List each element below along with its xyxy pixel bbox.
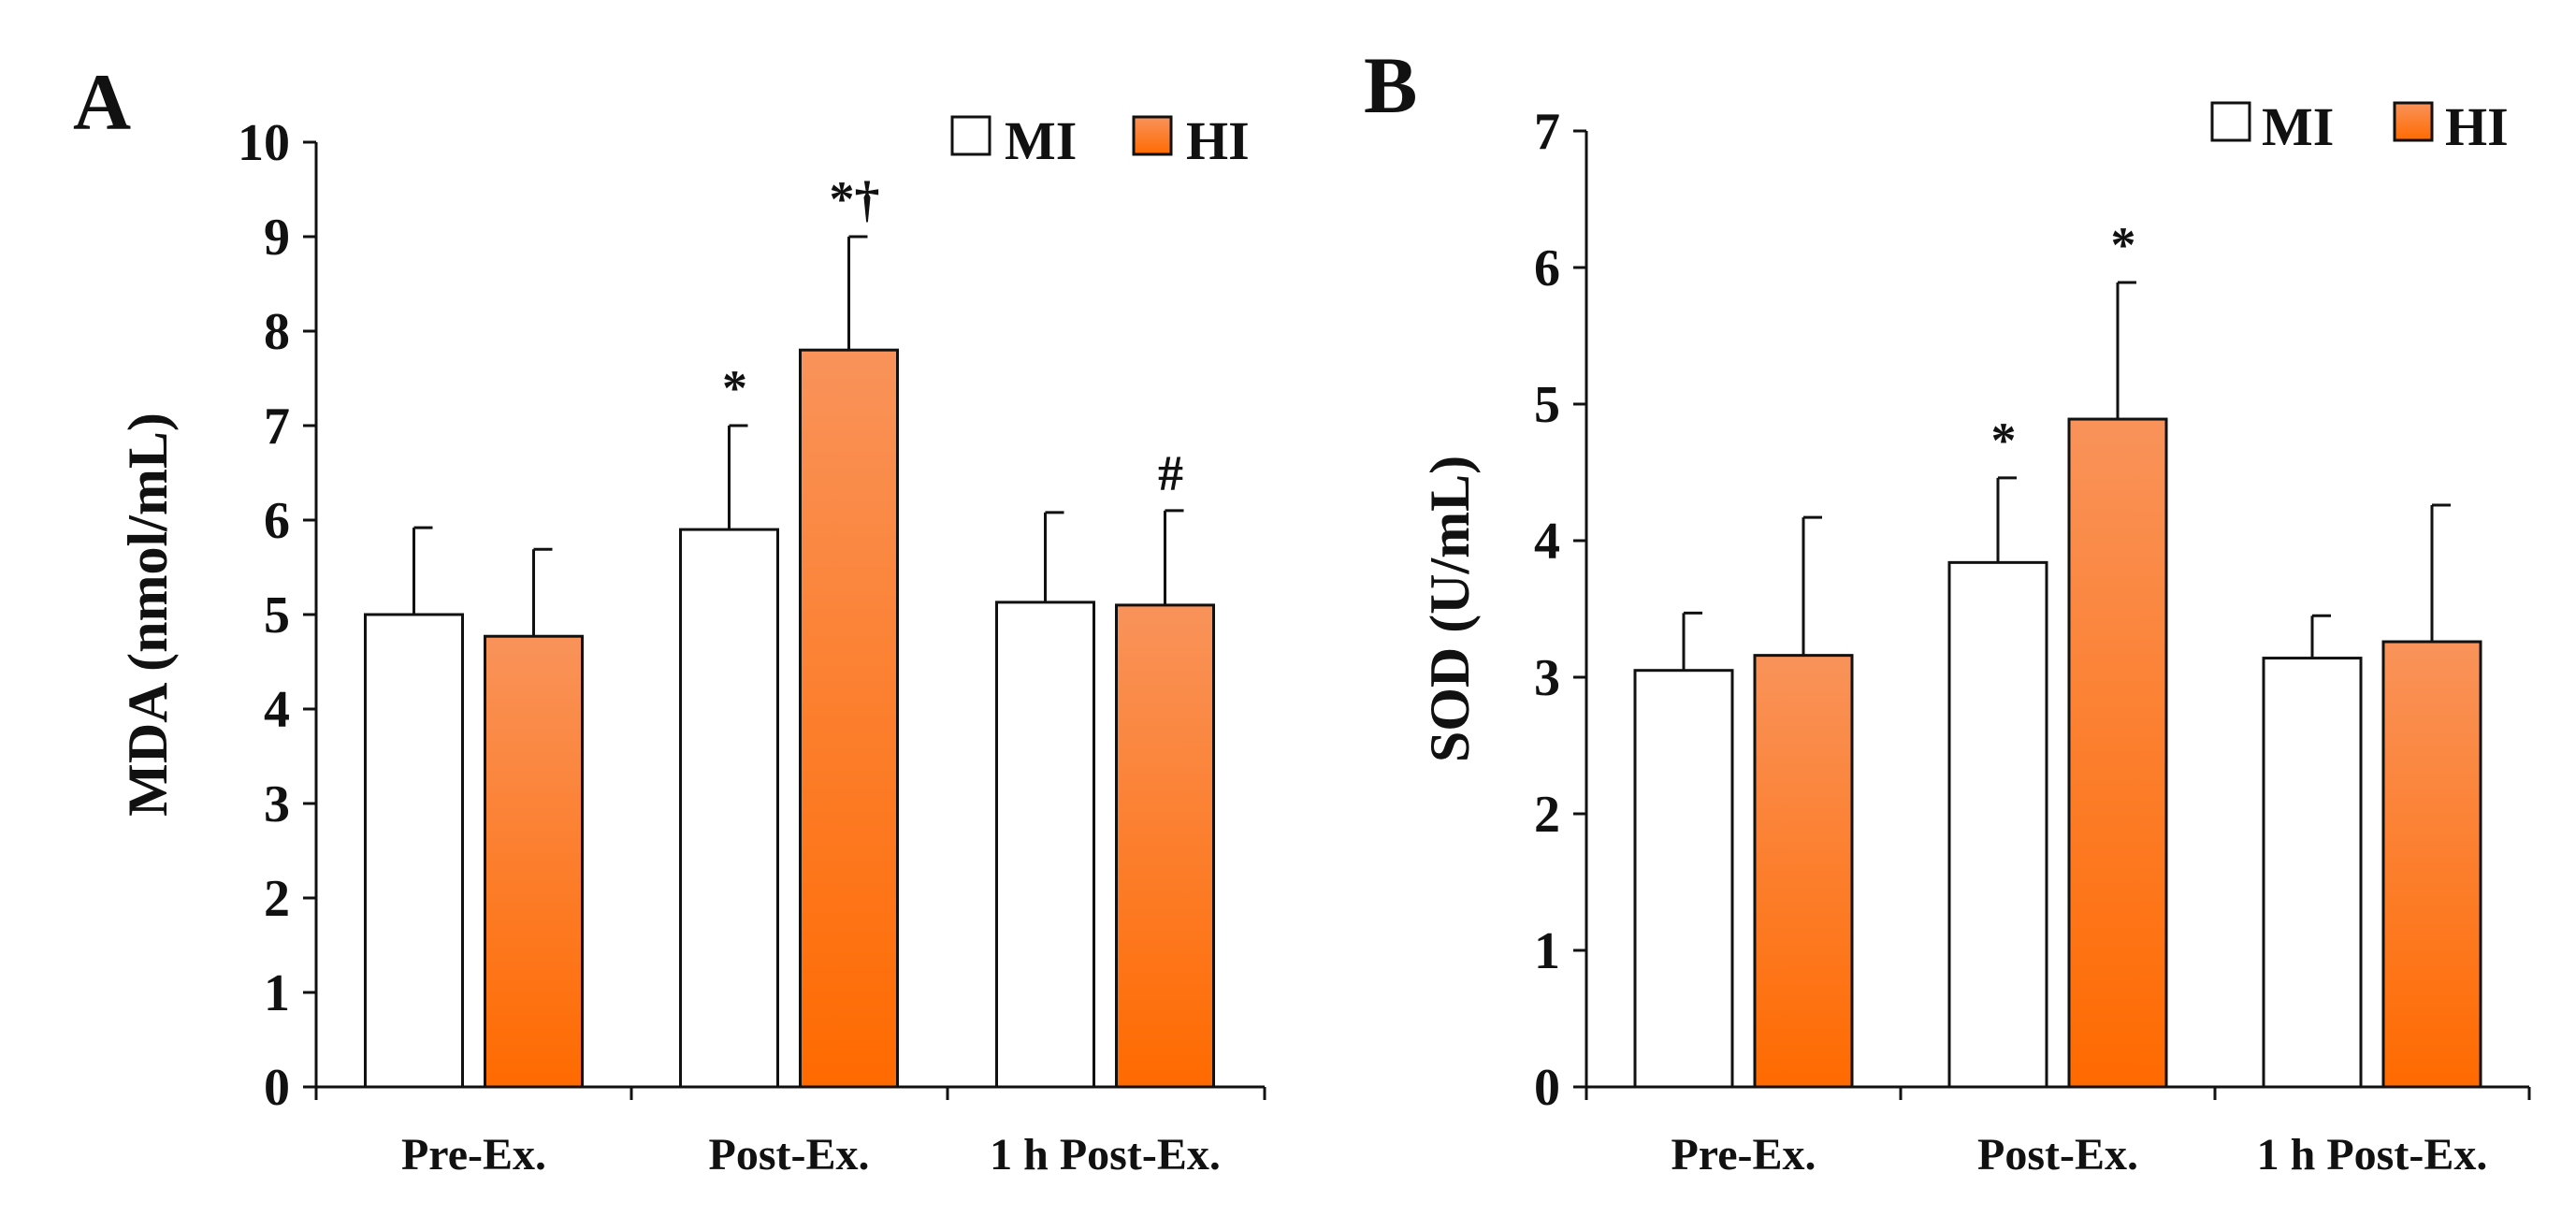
category-label-b-2: 1 h Post-Ex. <box>2257 1130 2488 1180</box>
y-tick-label-a-2: 2 <box>264 870 290 928</box>
bar-a-mi-0 <box>364 613 464 1089</box>
bar-a-mi-2 <box>995 601 1095 1089</box>
y-tick-label-b-4: 4 <box>1534 513 1560 571</box>
y-axis-label-a: MDA (nmol/mL) <box>117 413 179 817</box>
bar-a-hi-1 <box>799 348 899 1089</box>
y-tick-label-a-10: 10 <box>238 114 290 172</box>
bar-b-hi-2 <box>2381 640 2482 1089</box>
bar-b-hi-0 <box>1753 654 1854 1089</box>
y-tick-label-a-7: 7 <box>264 398 290 456</box>
legend-swatch-b-hi <box>2393 101 2434 142</box>
panel-a-chart: A 0 1 2 3 4 5 6 7 8 9 10 MDA (nmol/mL) Pre-Ex. Post-Ex… <box>73 57 1266 1180</box>
y-tick-label-a-4: 4 <box>264 681 290 739</box>
y-tick-label-b-2: 2 <box>1534 786 1560 844</box>
y-tick-label-b-7: 7 <box>1534 103 1560 161</box>
annotation-a-0: * <box>722 360 747 416</box>
y-tick-label-b-5: 5 <box>1534 376 1560 434</box>
bar-a-mi-1 <box>679 528 779 1089</box>
y-tick-label-a-6: 6 <box>264 492 290 550</box>
bar-a-hi-0 <box>484 634 584 1089</box>
annotation-a-1: *† <box>830 171 880 227</box>
y-tick-label-a-5: 5 <box>264 586 290 644</box>
y-tick-label-a-0: 0 <box>264 1059 290 1117</box>
y-tick-label-b-3: 3 <box>1534 649 1560 707</box>
panel-b-chart: B 0 1 2 3 4 5 6 7 SOD (U/mL) Pre-Ex. Post-Ex. 1 h Po… <box>1364 40 2531 1180</box>
y-tick-label-a-3: 3 <box>264 775 290 833</box>
y-axis-label-b: SOD (U/mL) <box>1419 456 1481 762</box>
legend-label-b-mi: MI <box>2262 96 2334 157</box>
bar-b-mi-2 <box>2262 657 2363 1089</box>
y-tick-label-a-1: 1 <box>264 964 290 1022</box>
category-label-b-0: Pre-Ex. <box>1671 1130 1816 1180</box>
annotation-b-1: * <box>2111 217 2136 273</box>
bar-a-hi-2 <box>1115 603 1215 1089</box>
category-label-a-1: Post-Ex. <box>709 1130 870 1180</box>
legend-label-a-mi: MI <box>1005 110 1077 171</box>
category-label-a-0: Pre-Ex. <box>401 1130 546 1180</box>
y-tick-label-b-0: 0 <box>1534 1059 1560 1117</box>
legend-label-a-hi: HI <box>1186 110 1250 171</box>
y-tick-label-a-9: 9 <box>264 209 290 267</box>
bar-b-hi-1 <box>2067 417 2168 1089</box>
annotation-a-2: # <box>1158 445 1183 501</box>
category-label-a-2: 1 h Post-Ex. <box>990 1130 1221 1180</box>
legend-swatch-a-hi <box>1132 115 1173 156</box>
legend-label-b-hi: HI <box>2445 96 2509 157</box>
panel-letter-a: A <box>73 57 131 147</box>
legend-swatch-a-mi <box>950 115 991 156</box>
bar-b-mi-1 <box>1947 560 2048 1089</box>
legend-swatch-b-mi <box>2210 101 2251 142</box>
panel-letter-b: B <box>1364 40 1417 130</box>
annotation-b-0: * <box>1991 413 2017 469</box>
y-tick-label-b-1: 1 <box>1534 922 1560 980</box>
category-label-b-1: Post-Ex. <box>1977 1130 2138 1180</box>
y-tick-label-b-6: 6 <box>1534 239 1560 297</box>
bar-b-mi-0 <box>1633 669 1734 1089</box>
y-tick-label-a-8: 8 <box>264 303 290 361</box>
